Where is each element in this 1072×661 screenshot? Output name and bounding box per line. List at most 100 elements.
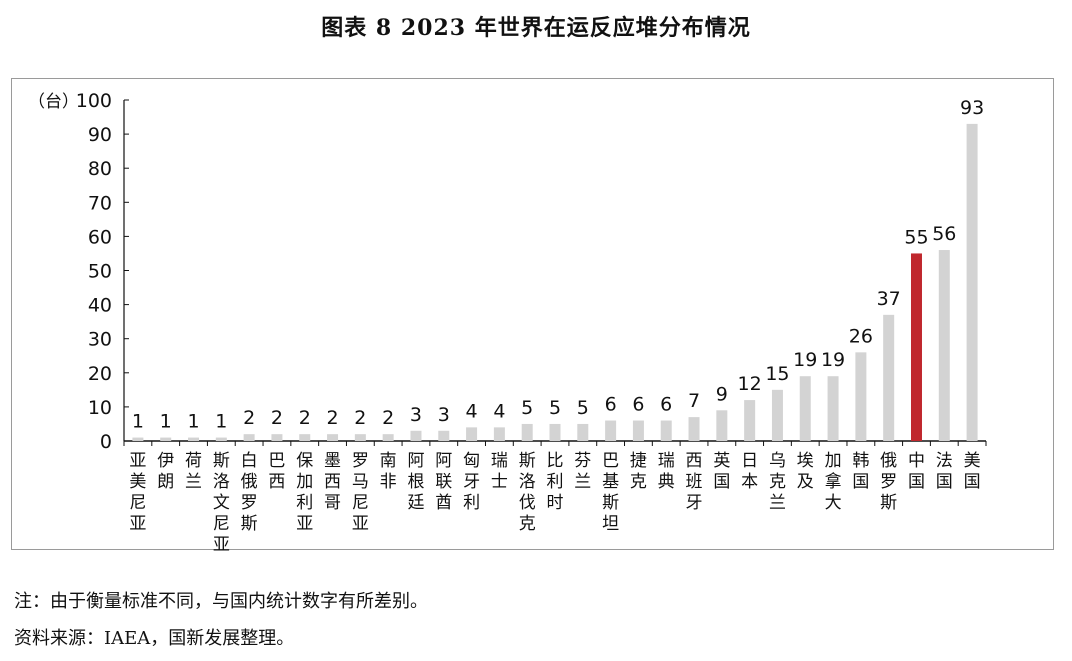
data-label: 9 <box>716 383 728 405</box>
data-label: 1 <box>160 411 172 433</box>
category-label: 巴西 <box>268 451 285 492</box>
bar <box>549 423 561 441</box>
data-label: 15 <box>765 363 789 385</box>
bar <box>493 427 505 441</box>
data-label: 37 <box>877 288 901 310</box>
data-label: 56 <box>932 223 956 245</box>
y-tick-label: 70 <box>88 192 112 214</box>
data-label: 6 <box>605 394 617 416</box>
data-label: 12 <box>738 373 762 395</box>
category-label: 比利时 <box>547 451 564 513</box>
y-tick-label: 100 <box>76 90 112 112</box>
category-label: 斯洛文尼亚 <box>213 451 230 555</box>
bar <box>883 314 895 441</box>
y-tick-label: 0 <box>100 431 112 453</box>
bar <box>438 430 450 441</box>
data-label: 26 <box>849 325 873 347</box>
bar <box>188 437 200 441</box>
bar <box>827 376 839 441</box>
bar <box>744 400 756 441</box>
category-label: 巴基斯坦 <box>602 451 619 534</box>
bar <box>382 434 394 441</box>
bar <box>577 423 589 441</box>
category-label: 埃及 <box>797 451 814 492</box>
data-label: 2 <box>243 407 255 429</box>
category-label: 白俄罗斯 <box>241 451 258 534</box>
category-label: 罗马尼亚 <box>352 451 369 534</box>
data-label: 6 <box>632 394 644 416</box>
y-tick-label: 30 <box>88 329 112 351</box>
bar <box>243 434 255 441</box>
data-label: 2 <box>271 407 283 429</box>
category-label: 西班牙 <box>686 451 703 513</box>
data-label: 5 <box>521 397 533 419</box>
y-tick-label: 50 <box>88 261 112 283</box>
data-label: 3 <box>438 404 450 426</box>
category-label: 阿联酋 <box>435 451 452 513</box>
category-label: 英国 <box>713 451 730 492</box>
y-tick-label: 40 <box>88 295 112 317</box>
bar <box>799 376 811 441</box>
category-label: 俄罗斯 <box>880 451 897 513</box>
data-label: 2 <box>382 407 394 429</box>
category-label: 荷兰 <box>185 451 202 492</box>
y-tick-label: 20 <box>88 363 112 385</box>
category-label: 加拿大 <box>825 451 842 513</box>
data-label: 7 <box>688 390 700 412</box>
category-label: 墨西哥 <box>324 451 341 513</box>
y-tick-label: 60 <box>88 226 112 248</box>
category-label: 阿根廷 <box>407 451 424 513</box>
data-label: 6 <box>660 394 672 416</box>
bar <box>660 420 672 441</box>
y-tick-label: 80 <box>88 158 112 180</box>
bar <box>271 434 283 441</box>
bar <box>966 123 978 442</box>
footnote: 注：由于衡量标准不同，与国内统计数字有所差别。 <box>14 591 428 612</box>
category-label: 法国 <box>936 451 953 492</box>
category-label: 保加利亚 <box>296 451 313 534</box>
bar <box>354 434 366 441</box>
category-label: 亚美尼亚 <box>129 451 146 534</box>
bar <box>132 437 144 441</box>
bar <box>771 389 783 441</box>
category-label: 伊朗 <box>157 451 174 492</box>
y-tick-label: 10 <box>88 397 112 419</box>
data-label: 93 <box>960 97 984 119</box>
category-label: 日本 <box>741 451 758 492</box>
data-label: 4 <box>493 400 505 422</box>
category-label: 匈牙利 <box>463 451 480 513</box>
data-label: 1 <box>215 411 227 433</box>
category-label: 中国 <box>908 451 925 492</box>
category-label: 乌克兰 <box>769 451 786 513</box>
category-label: 捷克 <box>630 451 647 492</box>
chart-title: 图表 8 2023 年世界在运反应堆分布情况 <box>321 15 751 41</box>
data-label: 1 <box>132 411 144 433</box>
bar <box>855 352 867 441</box>
category-label: 芬兰 <box>574 451 591 492</box>
category-label: 瑞士 <box>491 451 508 492</box>
bar <box>160 437 172 441</box>
bar <box>215 437 227 441</box>
category-label: 韩国 <box>852 451 869 492</box>
category-label: 瑞典 <box>658 451 675 492</box>
category-label: 南非 <box>380 451 397 492</box>
bar <box>605 420 617 441</box>
bar <box>938 250 950 441</box>
bar <box>688 417 700 441</box>
bar <box>632 420 644 441</box>
data-label: 3 <box>410 404 422 426</box>
bar <box>410 430 422 441</box>
bar <box>521 423 533 441</box>
data-label: 2 <box>327 407 339 429</box>
bar <box>327 434 339 441</box>
data-label: 2 <box>354 407 366 429</box>
category-label: 美国 <box>964 451 981 492</box>
y-unit-label: （台） <box>28 92 79 112</box>
bar <box>466 427 478 441</box>
chart-frame <box>11 78 1054 550</box>
bar <box>299 434 311 441</box>
data-label: 55 <box>904 226 928 248</box>
data-label: 4 <box>466 400 478 422</box>
bar <box>716 410 728 441</box>
